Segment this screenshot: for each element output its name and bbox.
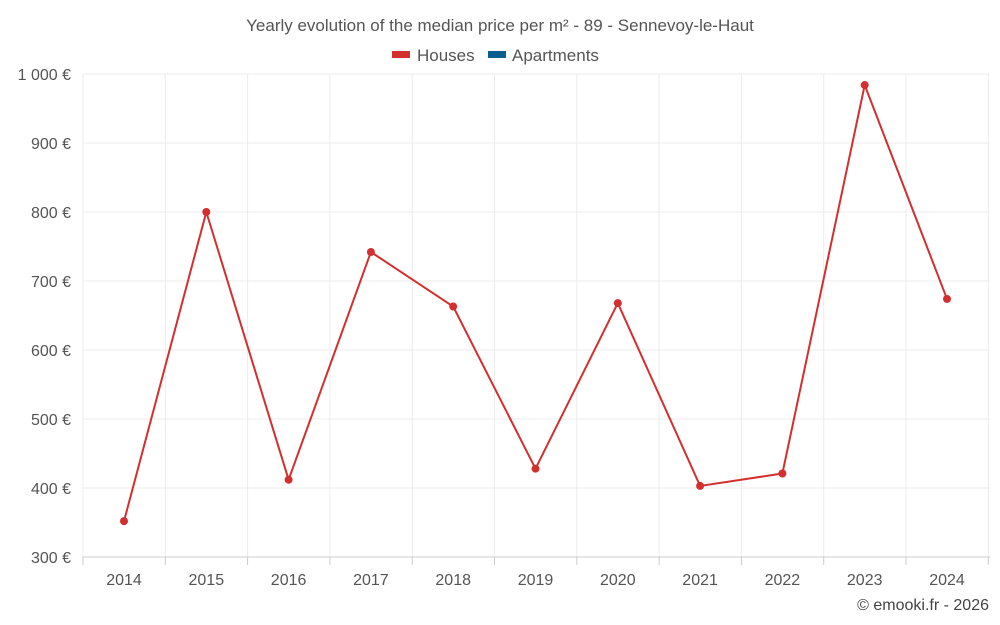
x-tick-label: 2017 — [353, 572, 389, 589]
x-tick-label: 2014 — [106, 572, 142, 589]
y-tick-label: 800 € — [31, 205, 71, 222]
data-point-houses-2016[interactable] — [284, 475, 293, 484]
data-point-houses-2019[interactable] — [531, 464, 540, 473]
x-tick-label: 2021 — [682, 572, 718, 589]
legend-swatch-apartments[interactable] — [488, 51, 506, 58]
x-tick-label: 2019 — [518, 572, 554, 589]
legend-label-houses[interactable]: Houses — [417, 46, 475, 65]
chart-title: Yearly evolution of the median price per… — [246, 16, 754, 35]
x-tick-label: 2022 — [765, 572, 801, 589]
y-tick-label: 300 € — [31, 550, 71, 567]
legend-label-apartments[interactable]: Apartments — [512, 46, 599, 65]
y-tick-label: 900 € — [31, 136, 71, 153]
data-point-houses-2021[interactable] — [696, 481, 705, 490]
y-tick-label: 400 € — [31, 481, 71, 498]
y-tick-label: 1 000 € — [18, 67, 71, 84]
grid-lines — [82, 73, 990, 558]
legend: Houses Apartments — [392, 46, 599, 65]
x-tick-label: 2020 — [600, 572, 636, 589]
y-axis: 300 € 400 € 500 € 600 € 700 € 800 € 900 € 1 000… — [18, 67, 71, 567]
series-layer — [120, 81, 951, 526]
data-point-houses-2022[interactable] — [778, 469, 787, 478]
x-tick-label: 2016 — [271, 572, 307, 589]
y-tick-label: 600 € — [31, 343, 71, 360]
data-point-houses-2014[interactable] — [120, 517, 128, 526]
data-point-houses-2020[interactable] — [613, 299, 622, 308]
data-point-houses-2017[interactable] — [366, 248, 375, 257]
x-tick-label: 2015 — [189, 572, 225, 589]
legend-swatch-houses[interactable] — [392, 51, 410, 58]
data-point-houses-2024[interactable] — [943, 294, 951, 303]
data-point-houses-2023[interactable] — [860, 81, 869, 90]
x-tick-label: 2024 — [929, 572, 965, 589]
x-axis: 2014 2015 2016 2017 2018 2019 2020 2021 2022 2023… — [82, 557, 989, 589]
data-point-houses-2018[interactable] — [449, 302, 458, 311]
x-tick-label: 2018 — [435, 572, 471, 589]
x-tick-label: 2023 — [847, 572, 883, 589]
data-point-houses-2015[interactable] — [202, 208, 211, 216]
y-tick-label: 500 € — [31, 412, 71, 429]
footer-credit: © emooki.fr - 2026 — [857, 597, 989, 614]
y-tick-label: 700 € — [31, 274, 71, 291]
